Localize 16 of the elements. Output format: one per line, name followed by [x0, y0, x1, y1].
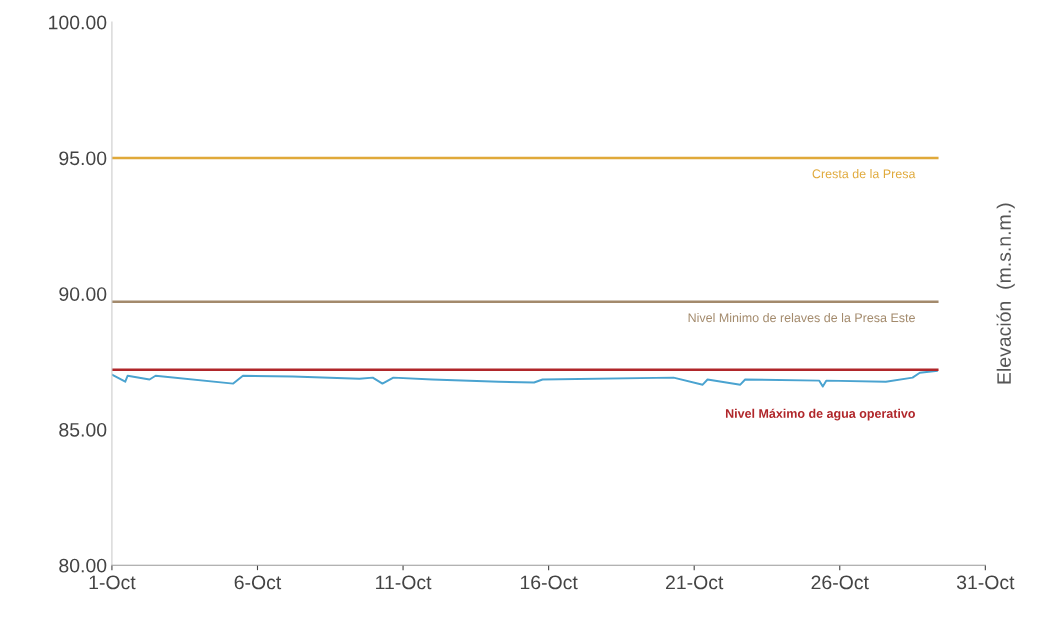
- x-tick-label: 26-Oct: [811, 575, 869, 590]
- x-tick-label: 31-Oct: [956, 575, 1015, 590]
- y-tick-label: 90.00: [59, 287, 107, 301]
- x-tick-label: 21-Oct: [666, 575, 724, 590]
- x-tick-label: 11-Oct: [376, 575, 432, 590]
- x-tick-label: 16-Oct: [520, 575, 578, 590]
- y-tick-label: 95.00: [59, 151, 107, 166]
- ref-line-label: Nivel Máximo de agua operativo: [725, 408, 915, 421]
- x-tick-label: 1-Oct: [89, 575, 136, 590]
- y-tick-label: 100.00: [49, 15, 107, 30]
- y-tick-label: 85.00: [59, 422, 107, 437]
- ref-line-label: Cresta de la Presa: [812, 169, 916, 179]
- x-tick-label: 6-Oct: [234, 575, 282, 590]
- y-tick-label: 80.00: [59, 558, 107, 573]
- ref-line-label: Nivel Minimo de relaves de la Presa Este: [688, 312, 915, 323]
- y-axis-title: Elevación (m.s.n.m.): [996, 203, 1015, 384]
